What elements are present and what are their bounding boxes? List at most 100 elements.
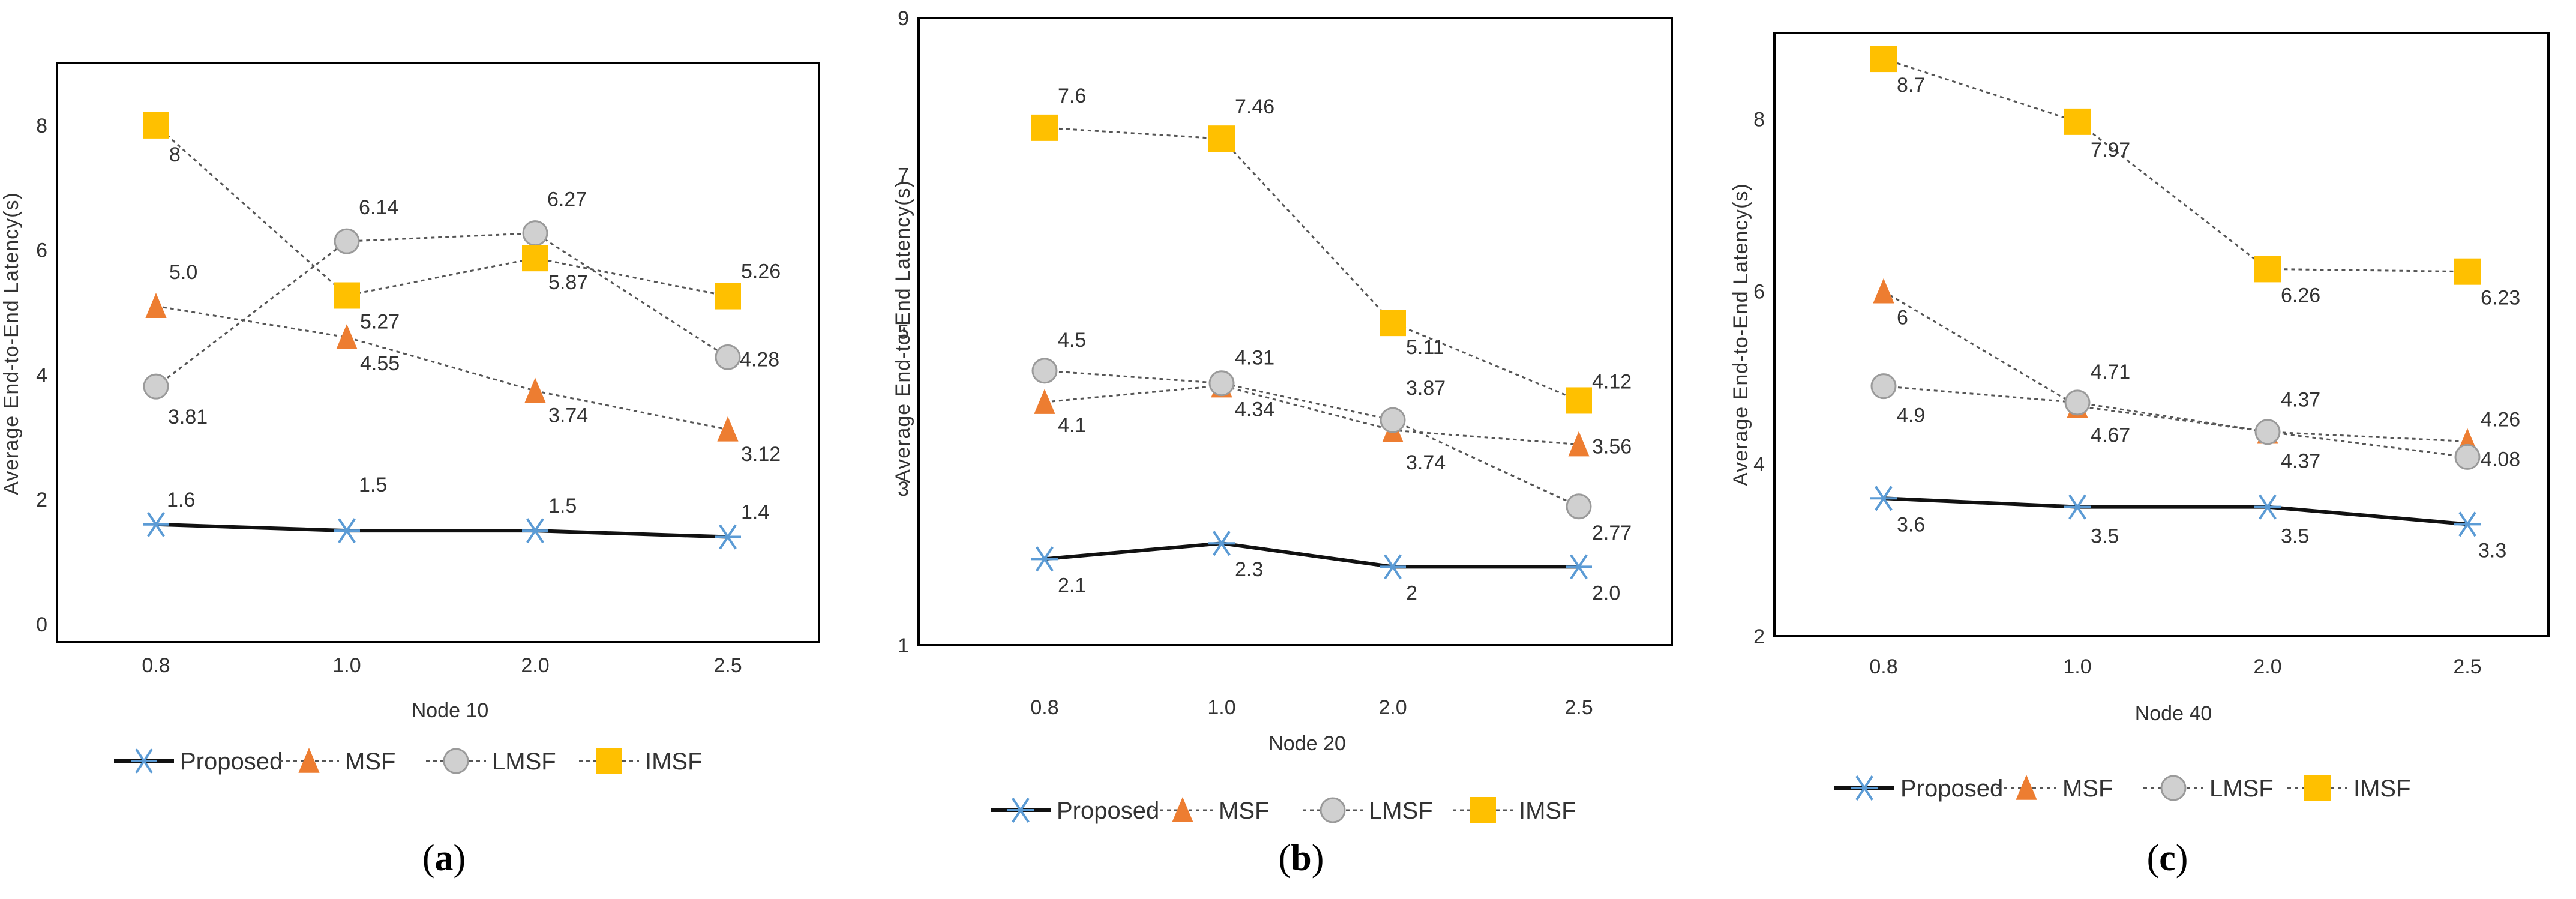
- legend-item-msf: MSF: [1996, 775, 2113, 802]
- imsf-marker: [334, 282, 360, 309]
- data-label-imsf: 7.97: [2091, 139, 2130, 161]
- proposed-marker-stroke: [1012, 798, 1030, 823]
- msf-marker: [336, 324, 358, 349]
- series-line-msf: [1883, 290, 2468, 443]
- proposed-marker: [1566, 554, 1592, 580]
- proposed-marker-stroke: [1384, 554, 1402, 580]
- plot-frame: [917, 17, 1673, 646]
- legend-label: IMSF: [2353, 775, 2411, 802]
- x-axis-label: Node 10: [412, 699, 489, 722]
- legend-item-proposed: Proposed: [114, 748, 283, 775]
- msf-marker: [2016, 775, 2037, 800]
- y-tick-label: 3: [898, 478, 909, 501]
- proposed-marker: [715, 524, 741, 550]
- x-tick-label: 2.5: [2453, 655, 2481, 678]
- data-label-lmsf: 6.27: [547, 188, 587, 211]
- panel-caption: (b): [1279, 838, 1324, 879]
- lmsf-marker: [334, 228, 360, 254]
- legend-label: MSF: [345, 748, 395, 775]
- caption-open-paren: (: [422, 838, 435, 879]
- x-tick-label: 2.5: [1564, 696, 1593, 719]
- data-label-imsf: 6.26: [2281, 284, 2320, 307]
- y-axis-label: Average End-to-End Latency(s): [892, 180, 914, 483]
- legend-item-imsf: IMSF: [1453, 797, 1576, 824]
- y-tick-label: 7: [898, 164, 909, 187]
- lmsf-marker: [1566, 493, 1592, 520]
- data-label-lmsf: 6.14: [359, 196, 398, 219]
- y-axis-label: Average End-to-End Latency(s): [1729, 183, 1752, 486]
- proposed-marker: [334, 518, 360, 544]
- data-label-proposed: 2.0: [1592, 582, 1620, 604]
- data-label-proposed: 1.5: [548, 495, 577, 517]
- proposed-marker-stroke: [2259, 494, 2277, 520]
- legend-item-imsf: IMSF: [579, 748, 703, 775]
- lmsf-marker: [715, 344, 741, 370]
- caption-close-paren: ): [1312, 838, 1324, 879]
- data-label-lmsf: 4.71: [2091, 361, 2130, 383]
- series-line-lmsf: [1883, 385, 2468, 458]
- y-axis-label: Average End-to-End Latency(s): [0, 192, 23, 495]
- data-label-lmsf: 3.81: [168, 406, 208, 428]
- imsf-marker: [2064, 108, 2091, 135]
- data-label-msf: 3.56: [1592, 436, 1632, 459]
- proposed-marker: [1870, 486, 1897, 511]
- chart-panel-b: 1 3 5 7 9 Average End-to-End Latency(s) 0.8 1.0…: [892, 7, 1673, 879]
- caption-letter: b: [1291, 838, 1311, 879]
- data-label-msf: 4.37: [2281, 450, 2320, 473]
- data-label-msf: 4.67: [2091, 424, 2130, 447]
- panel-caption: (a): [422, 838, 466, 879]
- proposed-marker-stroke: [338, 518, 356, 544]
- x-tick-label: 1.0: [332, 654, 361, 677]
- x-tick-label: 1.0: [1207, 696, 1235, 719]
- data-label-lmsf: 4.28: [740, 348, 779, 371]
- caption-letter: c: [2159, 838, 2176, 879]
- x-tick-label: 0.8: [142, 654, 170, 677]
- data-label-msf: 3.74: [548, 404, 588, 427]
- y-tick-label: 5: [898, 321, 909, 344]
- msf-marker: [1568, 431, 1590, 457]
- imsf-marker: [1380, 310, 1406, 337]
- proposed-marker-stroke: [147, 511, 165, 537]
- panel-caption: (c): [2147, 838, 2188, 879]
- data-label-lmsf: 4.34: [1235, 398, 1274, 421]
- data-label-imsf: 5.27: [360, 311, 400, 334]
- caption-letter: a: [435, 838, 454, 879]
- data-label-proposed: 2.1: [1058, 574, 1086, 597]
- data-label-imsf: 8: [169, 143, 181, 166]
- legend-item-lmsf: LMSF: [1303, 797, 1433, 824]
- data-label-proposed: 3.3: [2478, 539, 2506, 562]
- lmsf-marker: [443, 748, 469, 774]
- x-tick-label: 2.0: [521, 654, 549, 677]
- data-label-msf: 3.12: [741, 443, 781, 466]
- series-line-imsf: [1883, 58, 2468, 273]
- series-proposed: 1.6 1.5 1.5 1.4: [143, 474, 769, 550]
- x-axis-label: Node 40: [2135, 702, 2212, 725]
- series-msf: 6 4.67 4.37 4.26: [1873, 278, 2520, 473]
- lmsf-marker: [2454, 443, 2481, 470]
- proposed-marker-stroke: [1855, 775, 1873, 801]
- imsf-marker: [522, 245, 548, 272]
- imsf-marker: [143, 112, 169, 139]
- proposed-marker: [2254, 494, 2281, 520]
- imsf-marker: [1031, 114, 1058, 141]
- legend-label: MSF: [1219, 798, 1269, 824]
- data-label-msf: 4.31: [1235, 347, 1274, 370]
- y-tick-label: 8: [36, 115, 47, 137]
- x-tick-label: 1.0: [2063, 655, 2091, 678]
- legend-label: LMSF: [1369, 798, 1433, 824]
- y-tick-label: 4: [36, 364, 47, 386]
- proposed-marker: [1031, 546, 1058, 572]
- lmsf-marker: [522, 220, 548, 247]
- x-axis-label: Node 20: [1268, 732, 1346, 755]
- legend-label: MSF: [2062, 775, 2113, 802]
- series-msf: 4.1 4.31 3.74 3.56: [1034, 347, 1632, 474]
- lmsf-marker: [2160, 775, 2187, 801]
- data-label-lmsf: 4.37: [2281, 389, 2320, 412]
- data-label-proposed: 1.5: [359, 474, 387, 496]
- data-label-imsf: 5.11: [1406, 336, 1444, 359]
- series-imsf: 8.7 7.97 6.26 6.23: [1870, 46, 2520, 310]
- y-tick-label: 9: [898, 7, 909, 30]
- caption-open-paren: (: [1279, 838, 1291, 879]
- msf-marker: [717, 416, 739, 442]
- series-line-imsf: [1044, 127, 1579, 401]
